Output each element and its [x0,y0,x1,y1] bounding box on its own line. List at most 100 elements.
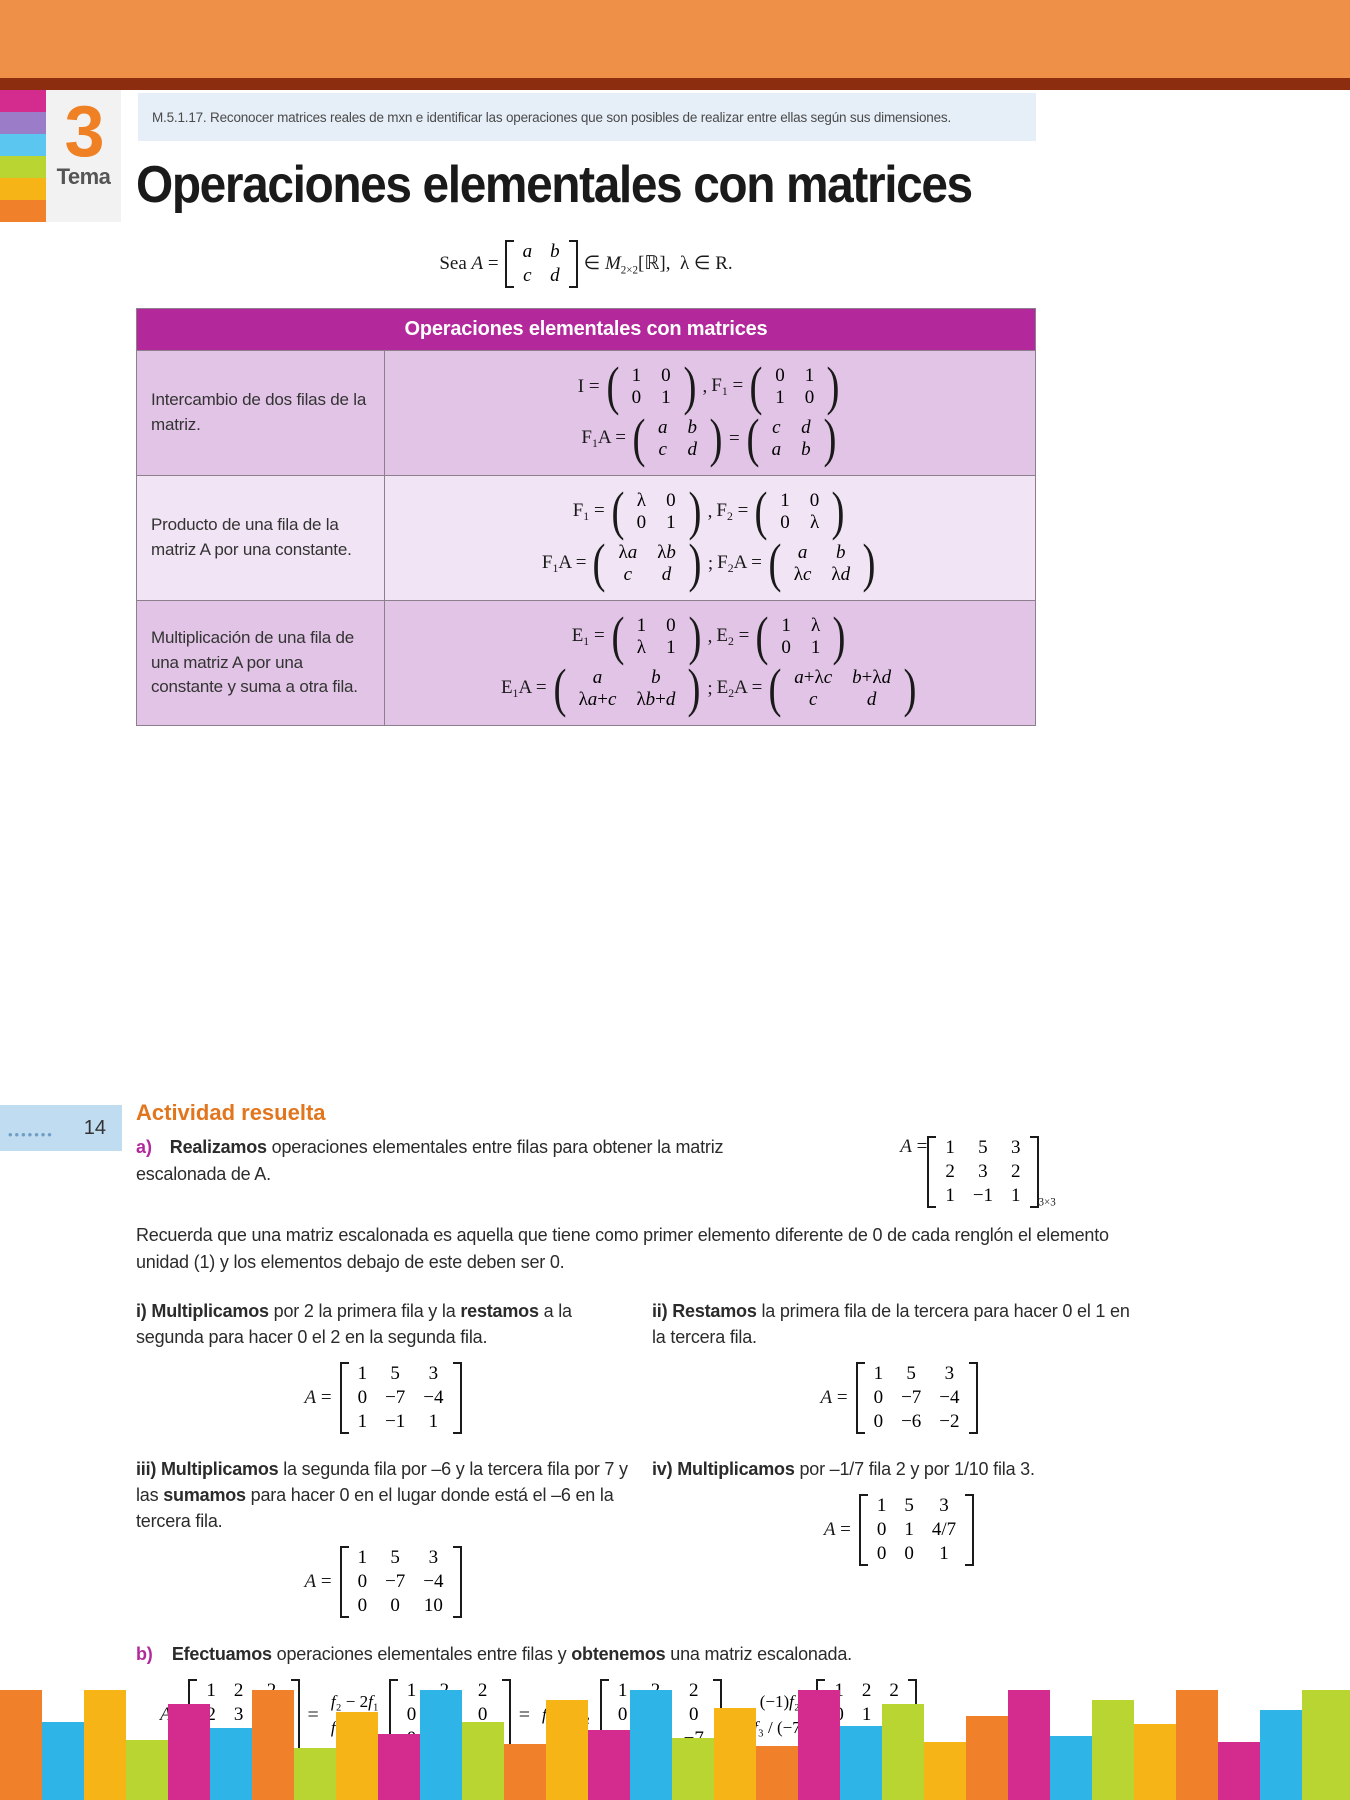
matrix-cell: 0 [775,365,785,386]
step-ii-number: ii) [652,1301,668,1321]
step-iv-number: iv) [652,1459,673,1480]
paren-right: ) [826,356,840,417]
step-i-matrix: A = 1 5 3 0 −7 −4 1 −1 1 [136,1362,630,1435]
item-a-text-block: a) Realizamos operaciones elementales en… [136,1134,796,1188]
footer-bar-24 [1008,1690,1050,1800]
bracket-right [1029,1136,1039,1208]
formula-line: E1A =(a b λa+c λb+d); E2A =(a+λc b+λd c d) [501,658,919,719]
step-ii-heading: ii) Restamos la primera fila de la terce… [652,1298,1146,1350]
formula-separator: ; [707,553,714,574]
matrix-cell: λd [831,564,851,585]
paren-right: ) [903,658,917,719]
footer-bar-12 [504,1744,546,1800]
matrix-row: 0 −6 −2 [865,1410,969,1434]
formula-label: F1 = [572,499,605,524]
footer-bar-20 [840,1726,882,1800]
matrix-cell: −1 [385,1411,406,1433]
bracket-left [858,1494,868,1567]
matrix-cell: a [522,241,533,262]
matrix-cell: 1 [666,512,676,533]
paren-left: ( [768,533,782,594]
paren-left: ( [746,408,760,469]
page-number: 14 [83,1116,106,1139]
sea-prefix: Sea A = [439,253,499,274]
formula-line: F1 =(λ 0 0 1), F2 =(1 0 0 λ) [572,481,848,542]
matrix-cell: 1 [661,387,671,408]
matrix-cell: λ [636,490,646,511]
step-matrix: 1 5 3 0 −7 −4 1 −1 1 [339,1362,462,1435]
color-stripe-0 [0,90,46,112]
matrix-cell: 0 [666,490,676,511]
matrix-cell: λb+d [636,689,676,710]
paren-left: ( [749,356,763,417]
item-b-bold1: Efectuamos [171,1644,272,1665]
matrix-cell: d [801,417,811,438]
operation-text: (−1)f₂ [759,1692,800,1712]
paren-left: ( [611,481,625,542]
matrix-cell: 3 [1011,1137,1021,1158]
bracket-right [965,1494,975,1567]
item-a-paragraph: Realizamos operaciones elementales entre… [136,1137,724,1184]
matrix-row: λc λd [784,564,860,586]
matrix-cell: λc [793,564,812,585]
step-i-bold1: Multiplicamos [151,1301,269,1321]
paren-right: ) [687,658,701,719]
color-stripe-1 [0,112,46,134]
chain-equals-1: = [307,1703,319,1726]
matrix-cell: 1 [617,1680,628,1702]
matrix-grid: a b λa+c λb+d [569,667,686,711]
paren-left: ( [755,606,769,667]
matrix-cell: −4 [423,1387,444,1409]
footer-bar-16 [672,1738,714,1800]
table-header: Operaciones elementales con matrices [137,309,1035,350]
formula-matrix: (λa λb c d) [590,536,703,590]
formula-label: I = [577,376,600,397]
tema-label: Tema [56,164,111,190]
matrix-grid: λa λb c d [608,542,685,586]
matrix-cell: a [657,417,668,438]
matrix-cell: 10 [423,1595,443,1617]
matrix-cell: 0 [357,1387,368,1409]
footer-bar-10 [420,1690,462,1800]
footer-bar-8 [336,1712,378,1800]
formula-matrix: (1 0 0 λ) [752,484,847,538]
matrix-cell: b [687,417,697,438]
top-orange-band [0,0,1350,78]
step-iii-heading: iii) Multiplicamos la segunda fila por –… [136,1456,630,1534]
paren-right: ) [823,408,837,469]
objective-text: M.5.1.17. Reconocer matrices reales de m… [152,109,951,125]
footer-bar-2 [84,1690,126,1800]
formula-label: E2 = [716,624,750,649]
matrix-cell: 1 [873,1363,884,1385]
row-content: F1 =(λ 0 0 1), F2 =(1 0 0 λ) F1A =(λa λb c d); F2A =… [385,476,1035,600]
top-brown-band [0,78,1350,90]
formula-matrix: (a b λa+c λb+d) [551,658,704,719]
footer-bar-22 [924,1742,966,1800]
matrix-cell: 1 [206,1680,216,1702]
matrix-cell: c [658,439,667,460]
matrix-cell: 0 [357,1595,368,1617]
matrix-cell: b [550,241,560,262]
matrix-cell: 0 [804,387,815,408]
matrix-cell: 0 [631,387,642,408]
matrix-cell: −4 [423,1571,444,1593]
formula-separator: , [702,376,708,397]
matrix-cell: 0 [873,1387,884,1409]
matrix-cell: λ [809,512,820,533]
step-iv-heading: iv) Multiplicamos por –1/7 fila 2 y por … [652,1456,1146,1482]
paren-right: ) [688,606,702,667]
